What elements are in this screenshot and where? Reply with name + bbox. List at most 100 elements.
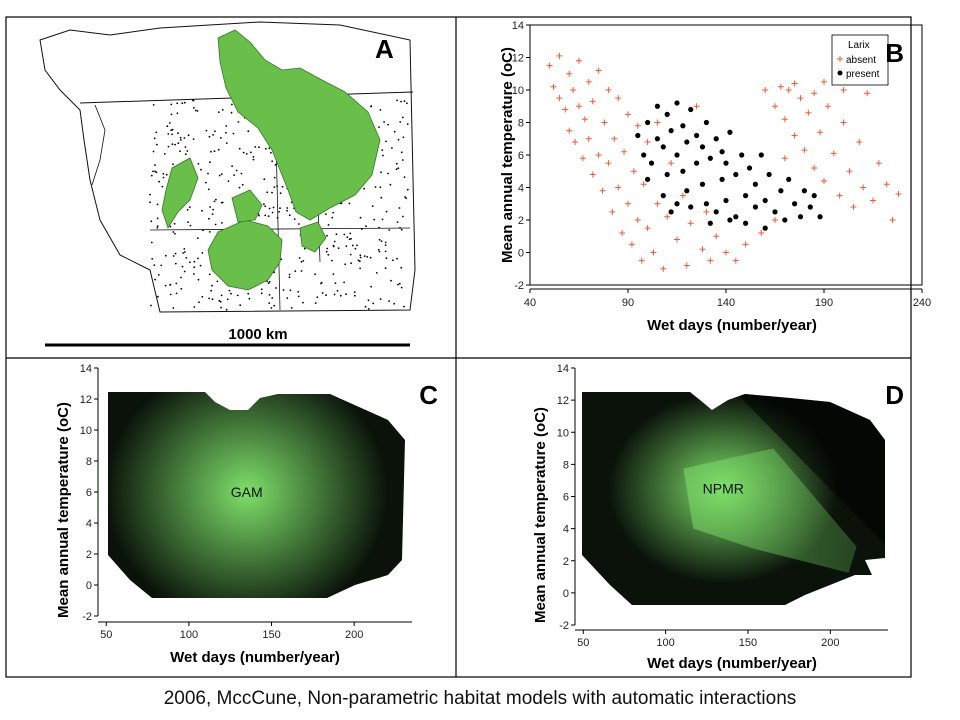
plot-location-dot <box>402 215 404 218</box>
plot-location-dot <box>185 257 188 259</box>
present-point <box>684 139 690 145</box>
present-point <box>743 220 749 226</box>
plot-location-dot <box>340 202 343 205</box>
plot-location-dot <box>193 260 196 263</box>
plot-location-dot <box>162 173 165 175</box>
plot-location-dot <box>354 247 357 250</box>
plot-location-dot <box>379 109 382 111</box>
absent-point <box>640 181 647 188</box>
plot-location-dot <box>198 301 200 304</box>
plot-location-dot <box>183 270 186 273</box>
plot-location-dot <box>271 211 274 214</box>
plot-location-dot <box>225 142 228 145</box>
absent-point <box>850 204 857 210</box>
absent-point <box>621 148 628 155</box>
gam-label: GAM <box>231 484 263 500</box>
plot-location-dot <box>164 254 167 257</box>
state-border <box>149 227 411 231</box>
plot-location-dot <box>398 207 401 209</box>
plot-location-dot <box>211 298 214 301</box>
axes: -2 0 2 4 6 8 10 12 14 50 100 150 200 <box>557 363 888 649</box>
plot-location-dot <box>214 223 217 226</box>
absent-point <box>889 217 896 223</box>
plot-location-dot <box>173 222 176 225</box>
present-point <box>766 171 772 178</box>
present-point <box>668 128 674 134</box>
absent-point <box>644 225 651 232</box>
plot-location-dot <box>357 259 360 262</box>
present-point <box>752 181 759 187</box>
plot-location-dot <box>282 289 285 291</box>
plot-location-dot <box>387 172 389 175</box>
present-point <box>723 160 729 166</box>
plot-location-dot <box>345 245 348 248</box>
plot-location-dot <box>350 237 352 240</box>
absent-point <box>556 95 563 102</box>
absent-point <box>758 230 765 236</box>
plot-location-dot <box>161 185 164 188</box>
habitat-peak <box>608 393 839 584</box>
present-point <box>733 214 739 220</box>
panel-d-letter: D <box>885 380 904 410</box>
plot-location-dot <box>172 255 175 257</box>
plot-location-dot <box>344 263 347 266</box>
y-tick-label: 10 <box>80 425 92 437</box>
absent-point <box>699 246 706 253</box>
plot-location-dot <box>349 253 352 256</box>
plot-location-dot <box>273 176 276 179</box>
plot-location-dot <box>220 294 223 297</box>
plot-location-dot <box>400 228 403 231</box>
plot-location-dot <box>264 205 267 208</box>
plot-location-dot <box>197 278 200 281</box>
absent-point <box>630 168 637 175</box>
plot-location-dot <box>193 266 196 269</box>
plot-location-dot <box>363 255 366 257</box>
plot-location-dot <box>406 188 409 191</box>
plot-location-dot <box>252 158 255 161</box>
plot-location-dot <box>260 292 263 295</box>
plot-location-dot <box>179 139 182 141</box>
present-point <box>758 152 764 158</box>
absent-point <box>566 70 573 77</box>
plot-location-dot <box>157 274 160 276</box>
present-point <box>688 106 694 113</box>
present-point <box>674 100 680 106</box>
absent-point <box>781 116 788 123</box>
y-tick-label: 14 <box>512 20 524 32</box>
plot-location-dot <box>208 273 211 276</box>
plot-location-dot <box>155 171 158 174</box>
present-point <box>694 132 700 139</box>
present-point <box>660 193 666 199</box>
plot-location-dot <box>332 273 335 275</box>
plot-location-dot <box>182 252 185 254</box>
plot-location-dot <box>220 137 222 139</box>
plot-location-dot <box>300 261 303 263</box>
plot-location-dot <box>215 198 217 201</box>
plot-location-dot <box>197 162 200 165</box>
plot-location-dot <box>165 173 168 176</box>
absent-point <box>625 200 631 207</box>
plot-location-dot <box>194 109 197 112</box>
plot-location-dot <box>326 234 328 237</box>
x-tick-label: 140 <box>717 297 735 309</box>
plot-location-dot <box>167 133 170 135</box>
plot-location-dot <box>272 206 275 209</box>
absent-point <box>634 122 641 129</box>
plot-location-dot <box>160 264 163 267</box>
absent-point <box>660 265 667 272</box>
plot-location-dot <box>267 215 270 218</box>
present-point <box>727 217 733 223</box>
plot-location-dot <box>343 281 345 284</box>
plot-location-dot <box>153 137 156 140</box>
absent-point <box>576 103 582 110</box>
present-point <box>688 204 694 210</box>
plot-location-dot <box>211 213 214 216</box>
plot-location-dot <box>354 294 356 297</box>
plot-location-dot <box>219 300 222 303</box>
absent-point <box>556 52 563 59</box>
plot-location-dot <box>359 267 361 270</box>
data-points <box>546 52 902 272</box>
y-tick-label: 12 <box>557 395 569 407</box>
plot-location-dot <box>187 221 190 224</box>
